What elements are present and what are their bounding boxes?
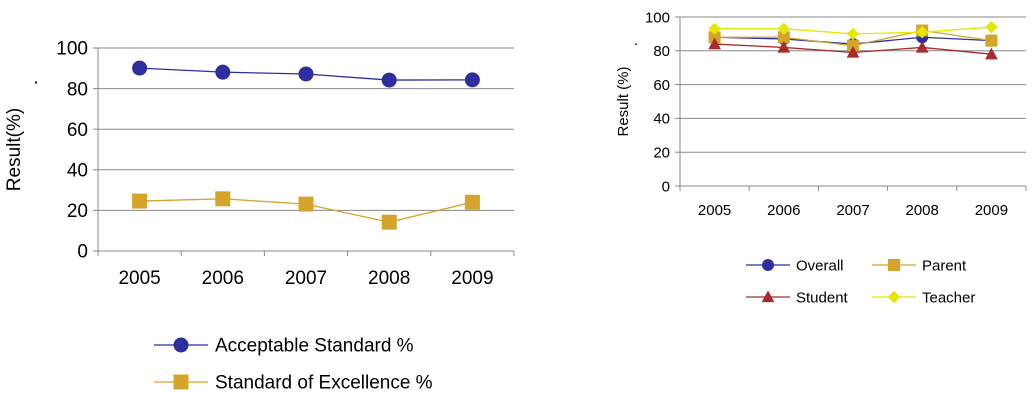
legend-marker xyxy=(762,259,774,271)
x-tick-label: 2009 xyxy=(975,202,1008,219)
data-point xyxy=(846,45,860,58)
y-tick-label: 100 xyxy=(645,9,670,26)
legend-item: Teacher xyxy=(872,289,975,306)
legend-label: Overall xyxy=(796,257,844,274)
x-tick-label: 2009 xyxy=(451,268,493,289)
data-point xyxy=(298,66,314,82)
data-point xyxy=(132,193,148,209)
y-tick-label: 100 xyxy=(56,39,88,60)
y-tick-label: 60 xyxy=(653,77,670,94)
legend-item: Acceptable Standard % xyxy=(154,336,414,357)
series-standard-of-excellence xyxy=(132,191,480,230)
data-point xyxy=(915,26,929,39)
data-point xyxy=(777,22,791,36)
legend-label: Standard of Excellence % xyxy=(215,373,433,394)
chart-1: 0 20 40 60 80 100 2005 2006 2007 2008 2009 Result(%… xyxy=(4,39,515,394)
data-point xyxy=(464,72,480,88)
legend-item: Standard of Excellence % xyxy=(154,373,433,394)
y-tick-label: 80 xyxy=(67,79,88,100)
legend-item: Overall xyxy=(746,257,844,274)
legend: Overall Parent Student Teacher xyxy=(746,257,975,306)
data-point xyxy=(846,27,860,41)
data-point xyxy=(708,22,721,36)
chart-2: 0 20 40 60 80 100 2005 2006 2007 2008 2009 Result (… xyxy=(615,9,1027,306)
y-tick-label: 0 xyxy=(662,178,670,195)
data-point xyxy=(777,40,791,53)
data-point xyxy=(915,40,929,53)
y-axis-mark: · xyxy=(634,35,639,52)
x-tick-label: 2006 xyxy=(767,202,800,219)
legend-label: Student xyxy=(796,289,849,306)
series-student xyxy=(708,37,998,60)
data-point xyxy=(132,60,148,76)
legend-marker xyxy=(173,337,189,353)
legend-marker xyxy=(761,290,775,303)
x-tick-label: 2008 xyxy=(906,202,939,219)
data-point xyxy=(215,191,231,207)
y-axis-mark: · xyxy=(33,72,39,93)
y-tick-label: 80 xyxy=(653,43,670,60)
legend-label: Teacher xyxy=(922,289,975,306)
legend-item: Student xyxy=(746,289,849,306)
data-point xyxy=(298,196,314,212)
legend: Acceptable Standard % Standard of Excelle… xyxy=(154,336,433,394)
series-teacher xyxy=(708,20,998,41)
legend-marker xyxy=(887,290,901,304)
y-tick-label: 20 xyxy=(653,144,670,161)
y-axis-label: Result(%) xyxy=(4,108,25,191)
data-point xyxy=(381,72,397,88)
data-point xyxy=(985,47,998,60)
data-point xyxy=(215,64,231,80)
x-tick-label: 2006 xyxy=(202,268,244,289)
y-tick-label: 20 xyxy=(67,201,88,222)
y-tick-label: 40 xyxy=(653,111,670,128)
data-point xyxy=(381,214,397,230)
x-tick-label: 2007 xyxy=(285,268,327,289)
series-acceptable-standard xyxy=(132,60,480,88)
x-tick-label: 2007 xyxy=(836,202,869,219)
data-point xyxy=(708,37,721,50)
y-tick-label: 0 xyxy=(77,242,88,263)
legend-marker xyxy=(888,259,900,271)
x-tick-label: 2005 xyxy=(118,268,160,289)
data-point xyxy=(464,194,480,210)
legend-label: Parent xyxy=(922,257,967,274)
data-point xyxy=(985,34,998,47)
x-tick-label: 2008 xyxy=(368,268,410,289)
legend-label: Acceptable Standard % xyxy=(215,336,414,357)
legend-item: Parent xyxy=(872,257,967,274)
legend-marker xyxy=(173,374,189,390)
x-tick-label: 2005 xyxy=(698,202,731,219)
y-tick-label: 40 xyxy=(67,160,88,181)
data-point xyxy=(985,20,998,34)
y-axis-label: Result (%) xyxy=(615,66,632,136)
y-tick-label: 60 xyxy=(67,120,88,141)
